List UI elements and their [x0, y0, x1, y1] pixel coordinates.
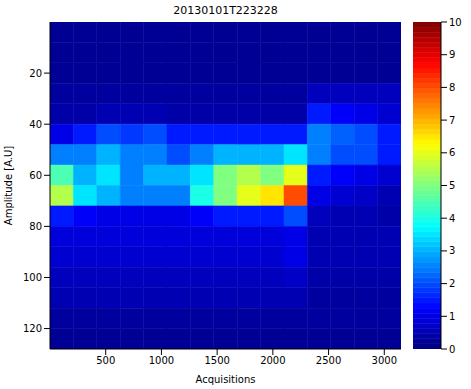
svg-text:20: 20: [29, 68, 42, 79]
html-text:20130101T223228: 20130101T223228: [173, 4, 278, 17]
svg-text:120: 120: [23, 323, 42, 334]
svg-text:1000: 1000: [149, 355, 174, 366]
svg-text:9: 9: [449, 49, 455, 60]
svg-text:Amplitude [A.U]: Amplitude [A.U]: [3, 146, 14, 225]
svg-text:5: 5: [449, 180, 455, 191]
svg-text:60: 60: [29, 170, 42, 181]
svg-text:2: 2: [449, 278, 455, 289]
svg-text:4: 4: [449, 213, 455, 224]
svg-text:1500: 1500: [204, 355, 229, 366]
svg-text:10: 10: [449, 17, 462, 28]
svg-text:2500: 2500: [316, 355, 341, 366]
svg-text:80: 80: [29, 221, 42, 232]
svg-text:100: 100: [23, 272, 42, 283]
svg-text:Acquisitions: Acquisitions: [196, 374, 256, 385]
svg-text:6: 6: [449, 147, 455, 158]
svg-text:3: 3: [449, 245, 455, 256]
svg-text:8: 8: [449, 82, 455, 93]
svg-text:40: 40: [29, 119, 42, 130]
svg-text:2000: 2000: [260, 355, 285, 366]
svg-text:0: 0: [449, 344, 455, 355]
svg-text:1: 1: [449, 311, 455, 322]
svg-text:500: 500: [96, 355, 115, 366]
svg-text:3000: 3000: [372, 355, 397, 366]
svg-text:7: 7: [449, 115, 455, 126]
